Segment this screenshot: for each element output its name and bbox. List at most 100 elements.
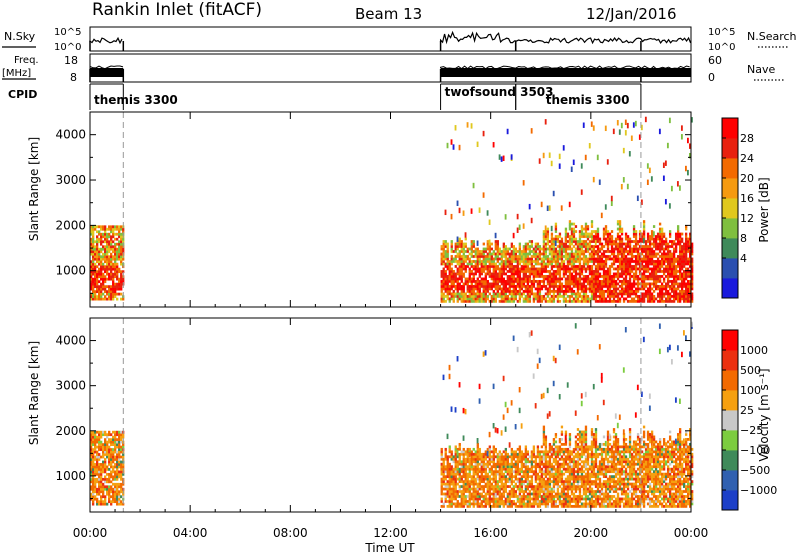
- power-cell: [624, 262, 628, 266]
- power-cell: [526, 252, 530, 256]
- power-cell: [476, 262, 479, 266]
- velocity-cell: [510, 505, 514, 508]
- velocity-cell: [544, 442, 548, 446]
- power-cell: [602, 280, 606, 283]
- velocity-cell: [480, 495, 483, 498]
- velocity-cell: [550, 472, 554, 476]
- velocity-cell: [462, 480, 465, 483]
- power-cell: [672, 250, 676, 253]
- power-cell: [490, 277, 493, 281]
- power-colorbar-tick-label: 20: [740, 172, 754, 185]
- power-cell: [102, 235, 105, 239]
- power-cell: [596, 230, 600, 233]
- power-cell: [612, 299, 616, 303]
- power-cell: [580, 245, 584, 248]
- power-cell: [656, 287, 660, 291]
- power-cell: [674, 282, 678, 286]
- power-cell: [686, 289, 690, 293]
- power-cell: [550, 277, 554, 281]
- power-cell: [654, 277, 658, 281]
- velocity-cell: [110, 500, 113, 504]
- power-cell: [592, 280, 596, 283]
- velocity-cell: [454, 490, 457, 493]
- velocity-cell: [518, 477, 522, 481]
- velocity-cell: [90, 455, 93, 459]
- power-cell: [102, 277, 105, 281]
- velocity-cell: [476, 438, 479, 444]
- power-cell: [596, 227, 600, 231]
- power-colorbar-tick-label: 8: [740, 232, 747, 245]
- power-cell: [674, 277, 678, 281]
- velocity-cell: [114, 487, 117, 491]
- power-cell: [496, 292, 499, 296]
- power-cell: [684, 277, 688, 281]
- power-cell: [550, 232, 554, 236]
- power-cell: [668, 287, 672, 291]
- power-cell: [546, 232, 550, 236]
- velocity-cell: [544, 505, 548, 508]
- power-cell: [564, 272, 568, 276]
- velocity-cell: [492, 492, 495, 496]
- power-cell: [674, 257, 678, 261]
- power-cell: [658, 230, 662, 233]
- velocity-cell: [112, 458, 115, 461]
- power-cell: [486, 210, 489, 216]
- velocity-cell: [444, 450, 447, 454]
- power-cell: [654, 255, 658, 258]
- power-cell: [572, 255, 576, 258]
- power-cell: [488, 219, 491, 225]
- power-cell: [650, 250, 654, 253]
- power-cell: [562, 250, 566, 253]
- cpid-label: CPID: [8, 88, 37, 101]
- velocity-cell: [520, 490, 524, 493]
- velocity-cell: [542, 392, 545, 399]
- power-cell: [450, 294, 453, 298]
- power-cell: [584, 250, 588, 253]
- power-cell: [558, 232, 562, 236]
- velocity-cell: [490, 485, 493, 488]
- velocity-cell: [478, 505, 481, 508]
- power-cell: [486, 257, 489, 261]
- velocity-cell: [476, 447, 479, 451]
- velocity-cell: [468, 485, 471, 488]
- power-cell: [568, 252, 572, 256]
- velocity-cell: [104, 495, 107, 499]
- power-cell: [506, 128, 509, 135]
- power-cell: [622, 277, 626, 281]
- velocity-cell: [446, 495, 449, 498]
- power-cell: [522, 275, 526, 278]
- power-cell: [472, 299, 475, 303]
- velocity-cell: [450, 502, 453, 506]
- power-cell: [538, 292, 542, 296]
- power-cell: [598, 294, 602, 298]
- velocity-cell: [456, 455, 459, 459]
- velocity-cell: [518, 472, 522, 476]
- power-cell: [686, 137, 689, 144]
- power-cell: [586, 299, 590, 303]
- velocity-cell: [446, 500, 449, 503]
- power-cell: [464, 245, 467, 248]
- power-cell: [448, 270, 451, 273]
- power-cell: [688, 247, 692, 251]
- power-cell: [604, 204, 607, 210]
- power-cell: [532, 272, 536, 276]
- power-cell: [500, 272, 503, 276]
- velocity-cell: [504, 426, 507, 432]
- power-cell: [468, 292, 471, 296]
- power-cell: [634, 257, 638, 261]
- power-cell: [118, 242, 121, 246]
- power-cell: [610, 230, 614, 233]
- power-cell: [482, 294, 485, 298]
- power-cell: [596, 260, 600, 263]
- velocity-cell: [480, 455, 483, 459]
- power-cell: [672, 247, 676, 251]
- velocity-cell: [518, 485, 522, 488]
- velocity-cell: [548, 492, 552, 496]
- velocity-cell: [460, 505, 463, 508]
- power-cell: [450, 272, 453, 276]
- power-cell: [628, 242, 632, 246]
- velocity-cell: [122, 435, 125, 439]
- velocity-cell: [476, 460, 479, 464]
- power-cell: [686, 287, 690, 291]
- velocity-cell: [514, 475, 518, 479]
